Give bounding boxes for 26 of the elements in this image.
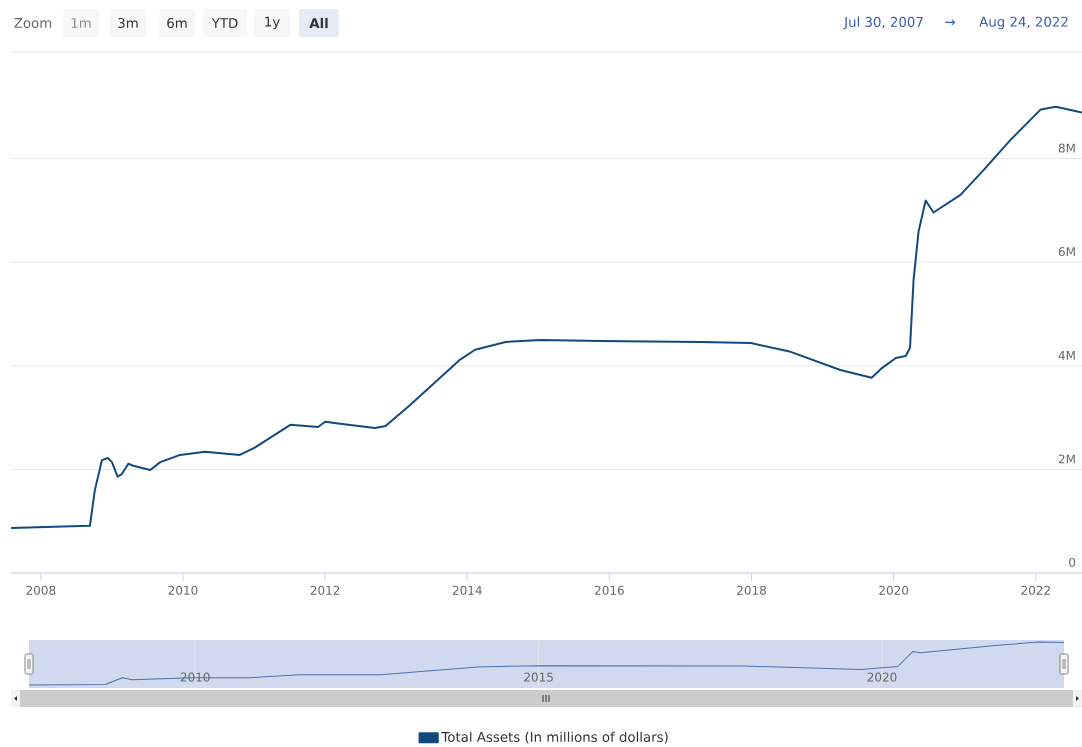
- x-tick-label: 2012: [310, 585, 340, 595]
- y-tick-label: 8M: [1058, 143, 1075, 153]
- x-tick-label: 2020: [879, 585, 909, 595]
- text: YTD: [211, 18, 238, 28]
- y-tick-label: 2M: [1058, 454, 1075, 464]
- x-tick-label: 2020: [867, 672, 897, 682]
- legend-label: Total Assets (In millions of dollars): [441, 731, 668, 744]
- x-tick-label: 2016: [595, 585, 624, 595]
- x-tick-label: 2010: [168, 585, 198, 595]
- text: 6m: [167, 17, 187, 29]
- text: Aug 24, 2022: [979, 16, 1068, 30]
- x-tick-label: 2022: [1021, 585, 1050, 595]
- text: 3m: [118, 17, 138, 29]
- x-tick-label: 2018: [737, 585, 766, 595]
- text: Zoom: [14, 18, 52, 28]
- text: All: [309, 17, 328, 29]
- y-tick-label: 6M: [1058, 247, 1075, 257]
- text: →: [945, 19, 955, 26]
- y-tick-label: 4M: [1058, 351, 1075, 360]
- text: 1y: [265, 16, 280, 30]
- y-tick-label: 0: [1069, 557, 1076, 567]
- x-tick-label: 2014: [452, 585, 482, 595]
- x-tick-label: 2015: [524, 672, 553, 682]
- text: Jul 30, 2007: [843, 16, 923, 30]
- text: 1m: [71, 18, 91, 28]
- x-tick-label: 2008: [26, 585, 56, 595]
